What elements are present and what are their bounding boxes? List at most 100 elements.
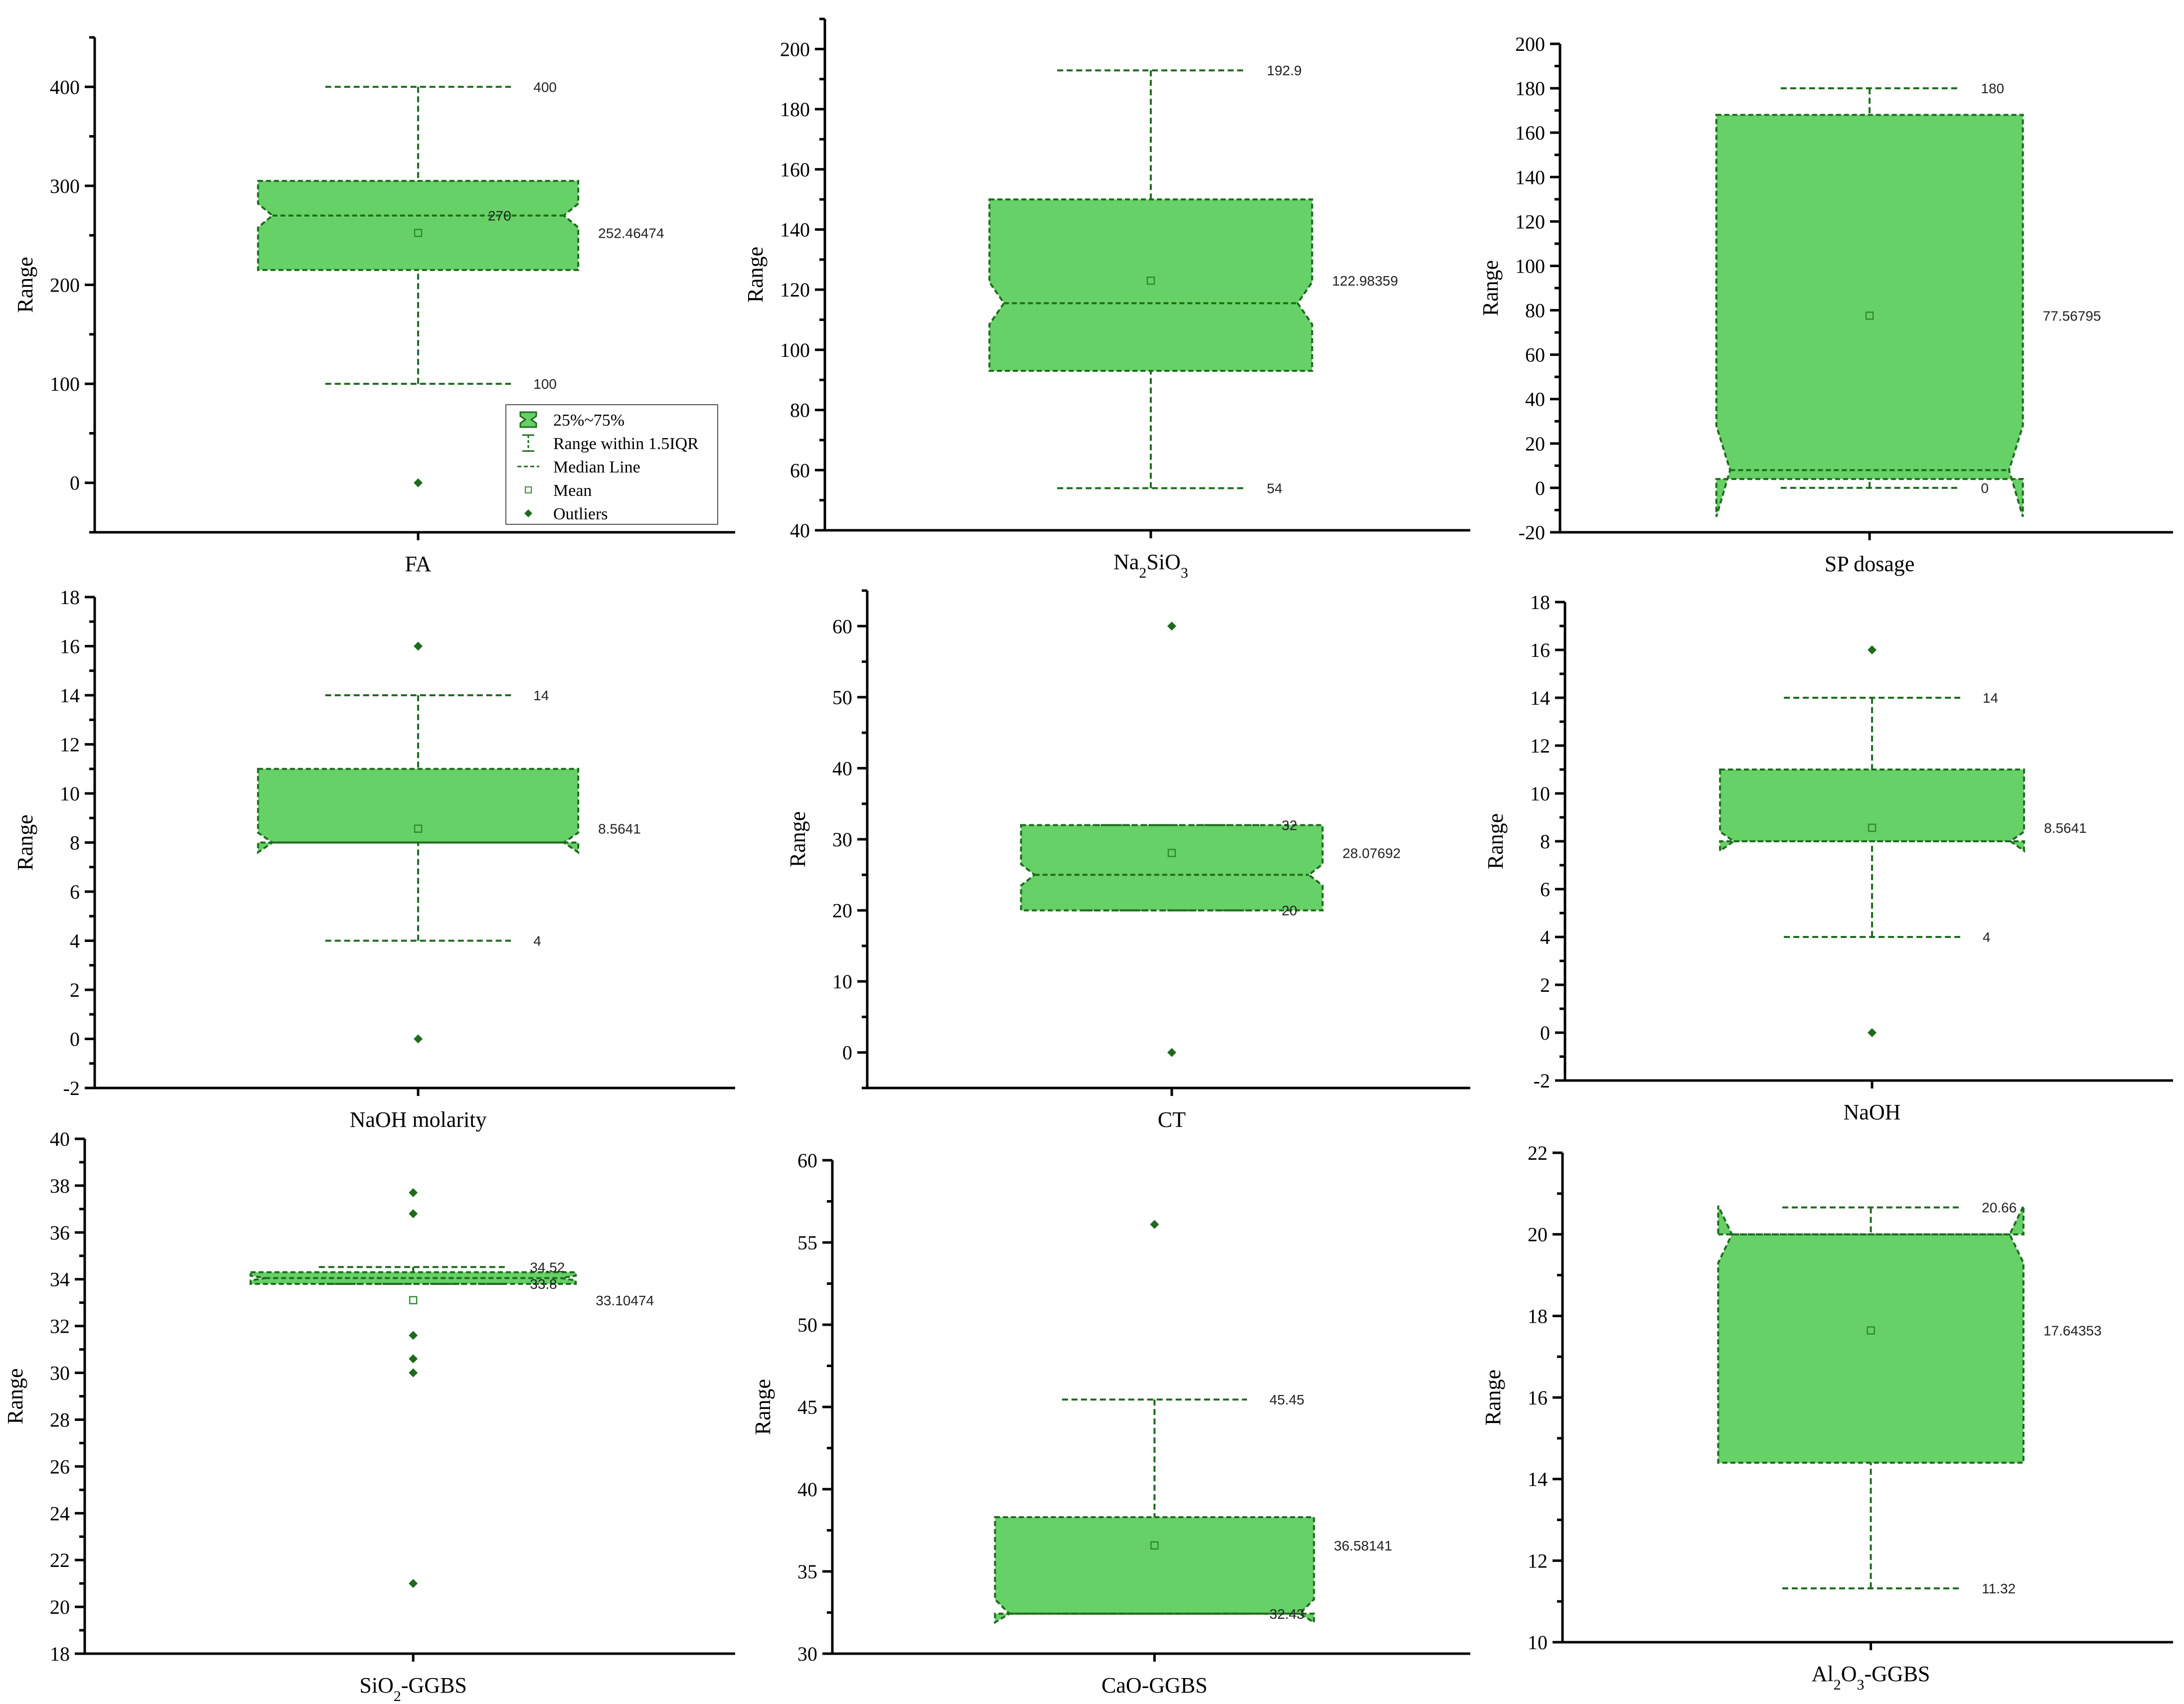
mean-icon — [525, 486, 532, 493]
y-tick-label: 180 — [780, 98, 810, 121]
x-axis-title: NaOH — [1844, 1100, 1901, 1124]
whisker-high-label: 14 — [1983, 690, 1998, 706]
legend-item-median: Median Line — [517, 458, 640, 476]
y-tick-label: 30 — [797, 1643, 817, 1665]
y-axis-title: Range — [13, 257, 37, 312]
y-tick-label: 12 — [1530, 735, 1550, 757]
mean-label: 77.56795 — [2043, 308, 2101, 323]
y-tick-label: 140 — [1515, 166, 1545, 188]
y-tick-label: 8 — [1540, 830, 1550, 853]
y-tick-label: 18 — [1530, 591, 1550, 614]
legend-label: 25%~75% — [553, 411, 624, 430]
mean-label: 17.64353 — [2043, 1323, 2102, 1339]
y-tick-label: 80 — [790, 399, 810, 422]
y-tick-label: -2 — [1534, 1070, 1550, 1092]
whisker-low-label: 11.32 — [1982, 1581, 2016, 1596]
y-tick-label: 32 — [50, 1315, 70, 1338]
y-tick-label: 8 — [70, 832, 80, 854]
box-icon — [519, 411, 537, 428]
y-tick-label: 40 — [832, 757, 852, 779]
y-tick-label: 50 — [797, 1314, 817, 1336]
y-axis-title: Range — [1481, 1370, 1505, 1425]
outlier-point — [1868, 1028, 1877, 1037]
outlier-icon — [524, 509, 532, 517]
y-tick-label: 24 — [50, 1502, 70, 1525]
mean-label: 8.5641 — [2044, 820, 2087, 836]
y-tick-label: 120 — [780, 279, 810, 301]
y-tick-label: 10 — [60, 782, 80, 805]
y-axis-title: Range — [743, 247, 768, 303]
outlier-point — [409, 1354, 418, 1364]
x-axis-title: FA — [405, 552, 431, 576]
mean-label: 36.58141 — [1334, 1538, 1392, 1553]
y-tick-label: 2 — [1540, 974, 1550, 996]
y-tick-label: 0 — [70, 1028, 80, 1051]
outlier-point — [413, 1034, 423, 1044]
boxplot-panel-4: 14 4 8.5641 -2 0 2 4 6 8 10 12 14 16 18 Range NaOH mola… — [13, 586, 735, 1132]
y-axis-title: Range — [1478, 260, 1503, 316]
y-tick-label: 16 — [1530, 639, 1550, 661]
boxplot-panel-5: 32 20 28.07692 0 10 20 30 40 50 60 Range CT — [785, 589, 1470, 1132]
y-axis-title: Range — [13, 814, 37, 870]
mean-marker — [1867, 1326, 1875, 1335]
y-tick-label: 2 — [70, 979, 80, 1001]
y-tick-label: 22 — [1528, 1142, 1548, 1164]
legend-label: Range within 1.5IQR — [553, 435, 699, 453]
whisker-low-label: 33.8 — [530, 1276, 557, 1292]
whisker-high-label: 32 — [1282, 817, 1297, 833]
y-tick-label: 300 — [50, 175, 80, 197]
y-tick-label: 35 — [797, 1560, 817, 1583]
whisker-high-label: 34.52 — [530, 1259, 565, 1275]
outlier-point — [1868, 645, 1877, 654]
y-tick-label: 60 — [1525, 344, 1545, 366]
outlier-point — [413, 478, 423, 487]
mean-marker — [1868, 823, 1876, 832]
whisker-high-label: 180 — [1981, 81, 2005, 96]
y-tick-label: 80 — [1525, 300, 1545, 322]
y-tick-label: 140 — [780, 218, 810, 241]
y-tick-label: 18 — [50, 1643, 70, 1665]
whisker-high-label: 45.45 — [1269, 1392, 1304, 1407]
y-tick-label: 14 — [1528, 1468, 1548, 1491]
legend-label: Median Line — [553, 458, 640, 476]
legend-item-outlier: Outliers — [524, 505, 608, 523]
whisker-low-label: 54 — [1267, 481, 1282, 496]
y-tick-label: -2 — [63, 1077, 80, 1099]
y-tick-label: 20 — [1528, 1224, 1548, 1246]
x-axis-title: Al2O3-GGBS — [1812, 1662, 1930, 1693]
mean-marker — [1167, 849, 1176, 857]
y-tick-label: 16 — [60, 635, 80, 658]
y-tick-label: 20 — [50, 1596, 70, 1618]
y-tick-label: 30 — [832, 828, 852, 851]
y-tick-label: 0 — [1535, 477, 1545, 499]
y-tick-label: 14 — [60, 684, 80, 707]
mean-label: 28.07692 — [1343, 845, 1401, 861]
iqr-box — [1719, 769, 2026, 853]
y-tick-label: 12 — [1528, 1549, 1548, 1572]
outlier-point — [1167, 1048, 1177, 1057]
mean-label: 33.10474 — [596, 1293, 654, 1308]
outlier-point — [409, 1188, 418, 1197]
y-axis-title: Range — [785, 811, 810, 867]
y-tick-label: 0 — [842, 1042, 852, 1064]
mean-marker — [414, 824, 423, 833]
iqr-box — [988, 198, 1313, 372]
y-axis-title: Range — [751, 1379, 775, 1435]
x-axis-title: SiO2-GGBS — [359, 1673, 467, 1704]
outlier-point — [1167, 621, 1177, 631]
outlier-point — [413, 641, 423, 651]
y-tick-label: 10 — [1528, 1631, 1548, 1654]
mean-marker — [1865, 311, 1874, 320]
legend-item-box: 25%~75% — [519, 411, 624, 430]
y-tick-label: 4 — [70, 930, 80, 952]
boxplot-panel-9: 20.66 11.32 17.64353 10 12 14 16 18 20 22 Range Al2… — [1481, 1142, 2173, 1693]
y-tick-label: 40 — [1525, 388, 1545, 411]
legend-label: Mean — [553, 481, 592, 500]
y-tick-label: 180 — [1515, 77, 1545, 100]
y-tick-label: 120 — [1515, 210, 1545, 233]
y-tick-label: 200 — [780, 38, 810, 60]
x-axis-title: CT — [1158, 1107, 1186, 1132]
mean-label: 252.46474 — [598, 225, 664, 241]
y-tick-label: 200 — [1515, 33, 1545, 55]
outlier-point — [409, 1579, 418, 1588]
